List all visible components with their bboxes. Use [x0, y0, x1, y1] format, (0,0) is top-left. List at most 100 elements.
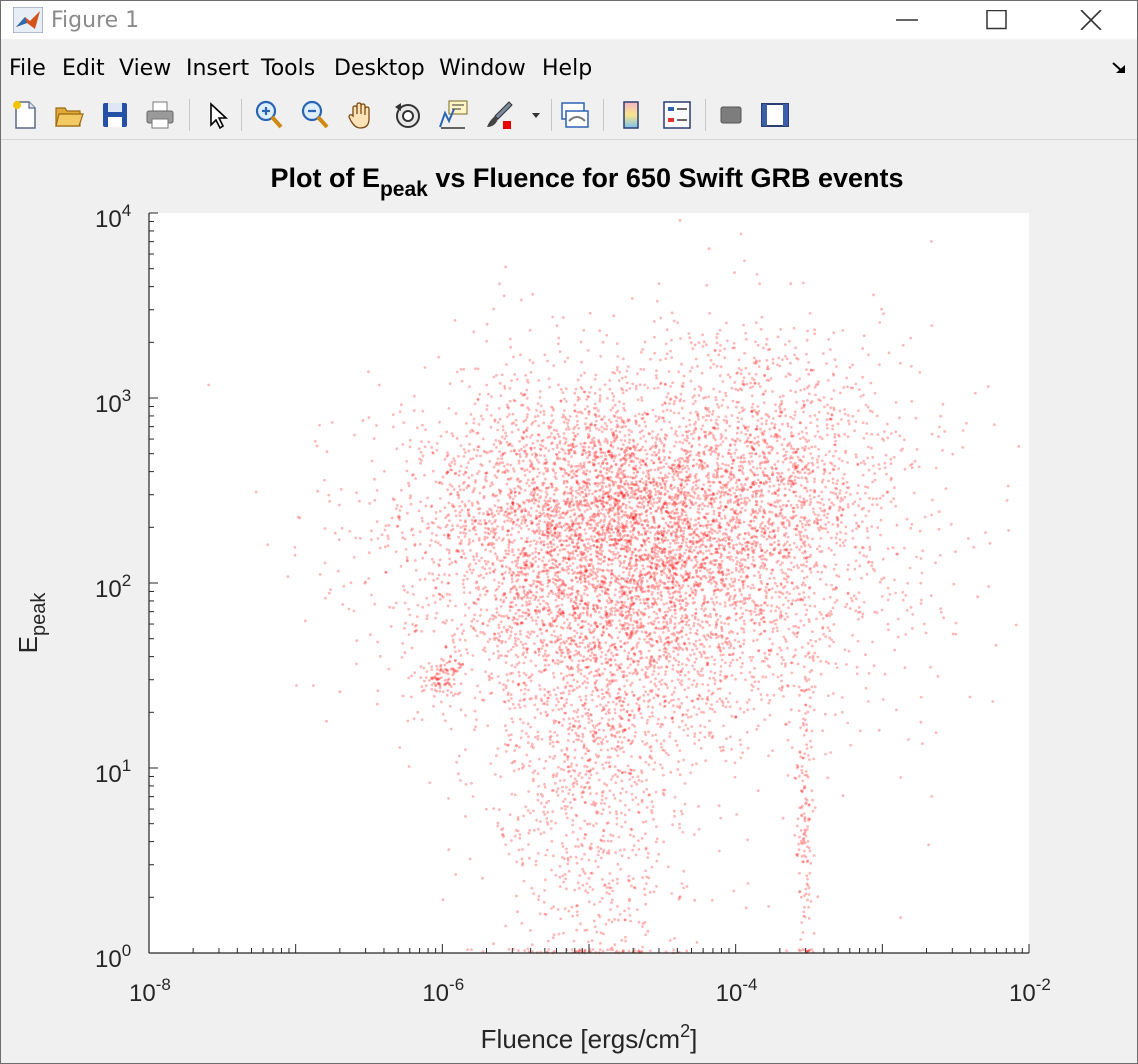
scatter-point: [591, 724, 595, 728]
figure-canvas[interactable]: Plot of Epeak vs Fluence for 650 Swift G…: [1, 141, 1137, 1063]
scatter-point: [737, 478, 741, 481]
link-plot-button[interactable]: [557, 97, 593, 133]
scatter-point: [574, 576, 578, 580]
minimize-button[interactable]: [883, 1, 929, 39]
scatter-point: [601, 626, 605, 630]
scatter-point: [644, 676, 648, 680]
print-button[interactable]: [142, 97, 178, 133]
scatter-point: [673, 486, 676, 489]
scatter-point: [773, 426, 777, 430]
scatter-point: [577, 545, 580, 549]
scatter-point: [648, 496, 652, 500]
scatter-point: [602, 460, 605, 463]
scatter-point: [862, 506, 865, 510]
scatter-point: [562, 880, 565, 884]
scatter-point: [706, 353, 710, 357]
scatter-point: [437, 573, 441, 577]
menu-help[interactable]: Help: [542, 56, 593, 81]
maximize-button[interactable]: [973, 1, 1019, 39]
scatter-point: [522, 436, 525, 440]
scatter-point: [663, 548, 667, 551]
new-figure-button[interactable]: [7, 97, 43, 133]
scatter-point: [620, 447, 624, 451]
scatter-plot[interactable]: [1, 141, 1137, 1063]
scatter-point: [513, 448, 516, 452]
scatter-point: [645, 487, 649, 490]
dock-arrow-icon[interactable]: [1111, 61, 1127, 75]
menu-insert[interactable]: Insert: [186, 56, 250, 81]
scatter-point: [719, 563, 723, 566]
scatter-point: [562, 413, 565, 417]
colorbar-button[interactable]: [613, 97, 649, 133]
menu-file[interactable]: File: [9, 56, 46, 81]
scatter-point: [542, 481, 546, 485]
menu-view[interactable]: View: [119, 56, 172, 81]
scatter-point: [743, 259, 746, 263]
scatter-point: [617, 473, 620, 476]
brush-button[interactable]: [481, 97, 517, 133]
scatter-point: [815, 517, 818, 520]
scatter-point: [703, 566, 707, 570]
menu-window[interactable]: Window: [439, 56, 526, 81]
scatter-point: [704, 418, 708, 422]
menu-edit[interactable]: Edit: [62, 56, 105, 81]
scatter-point: [644, 832, 647, 836]
scatter-point: [809, 545, 812, 549]
scatter-point: [517, 449, 521, 452]
scatter-point: [720, 581, 723, 585]
scatter-point: [796, 662, 800, 666]
scatter-point: [672, 632, 676, 635]
scatter-point: [686, 602, 690, 606]
scatter-point: [587, 665, 591, 669]
scatter-point: [617, 522, 621, 526]
scatter-point: [659, 683, 663, 686]
scatter-point: [631, 451, 634, 455]
scatter-point: [655, 693, 658, 696]
menu-desktop[interactable]: Desktop: [334, 56, 425, 81]
scatter-point: [542, 543, 546, 546]
scatter-point: [630, 557, 633, 560]
zoom-out-button[interactable]: [297, 97, 333, 133]
scatter-point: [492, 652, 495, 655]
scatter-point: [611, 879, 615, 882]
brush-dropdown-button[interactable]: [527, 97, 545, 133]
data-cursor-button[interactable]: [435, 97, 471, 133]
scatter-point: [538, 519, 541, 523]
scatter-point: [673, 432, 677, 436]
scatter-point: [806, 536, 810, 540]
save-button[interactable]: [97, 97, 133, 133]
scatter-point: [789, 361, 792, 365]
scatter-point: [518, 614, 521, 618]
scatter-point: [855, 521, 858, 525]
scatter-point: [624, 503, 628, 507]
scatter-point: [812, 507, 815, 511]
pointer-button[interactable]: [199, 97, 235, 133]
scatter-point: [714, 438, 717, 442]
scatter-point: [589, 792, 592, 795]
open-file-button[interactable]: [51, 97, 87, 133]
hide-plot-tools-button[interactable]: [713, 97, 749, 133]
rotate-3d-button[interactable]: [389, 97, 425, 133]
scatter-point: [756, 687, 760, 691]
scatter-point: [604, 612, 608, 615]
scatter-point: [692, 402, 695, 406]
menu-tools[interactable]: Tools: [261, 56, 316, 81]
scatter-point: [447, 797, 450, 800]
scatter-point: [604, 577, 608, 581]
scatter-point: [487, 543, 490, 546]
scatter-point: [584, 635, 588, 639]
scatter-point: [492, 307, 495, 311]
show-plot-tools-button[interactable]: [757, 97, 793, 133]
scatter-point: [618, 698, 622, 702]
scatter-point: [640, 533, 644, 537]
close-button[interactable]: [1067, 1, 1113, 39]
scatter-point: [746, 882, 750, 885]
legend-button[interactable]: [659, 97, 695, 133]
scatter-point: [808, 705, 812, 709]
zoom-in-button[interactable]: [251, 97, 287, 133]
scatter-point: [787, 627, 791, 631]
pan-button[interactable]: [343, 97, 379, 133]
scatter-point: [483, 538, 486, 541]
title-bar[interactable]: Figure 1: [1, 1, 1137, 39]
scatter-point: [462, 591, 466, 594]
